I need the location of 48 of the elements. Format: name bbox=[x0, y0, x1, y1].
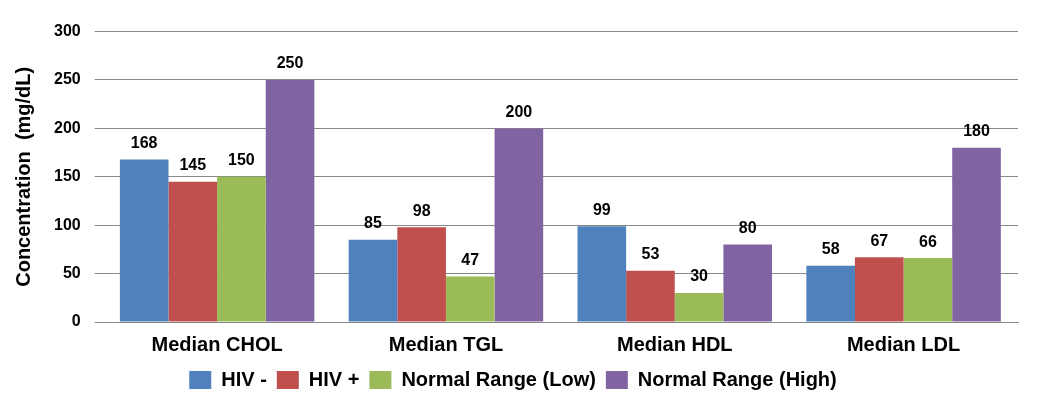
y-tick-label: 0 bbox=[71, 312, 81, 330]
x-tick-label: Median LDL bbox=[846, 332, 961, 355]
legend-label: Normal Range (Low) bbox=[401, 367, 596, 390]
data-label: 250 bbox=[276, 54, 304, 72]
legend-label: HIV + bbox=[308, 367, 360, 390]
bar bbox=[168, 181, 218, 322]
x-tick-label: Median TGL bbox=[388, 332, 504, 355]
bar bbox=[445, 276, 495, 322]
data-label: 145 bbox=[179, 156, 207, 174]
data-label: 47 bbox=[461, 250, 480, 268]
y-tick-label: 250 bbox=[53, 70, 81, 88]
bar bbox=[806, 265, 855, 322]
x-tick-label: Median CHOL bbox=[151, 332, 283, 355]
y-tick-label: 100 bbox=[53, 215, 81, 233]
data-label: 99 bbox=[592, 200, 611, 218]
data-label: 180 bbox=[963, 122, 990, 140]
data-label: 98 bbox=[412, 201, 431, 219]
data-label: 58 bbox=[821, 240, 840, 258]
data-label: 85 bbox=[364, 214, 382, 232]
bar bbox=[217, 176, 266, 322]
bar bbox=[494, 128, 544, 322]
bar bbox=[674, 292, 724, 322]
data-label: 80 bbox=[738, 218, 757, 236]
bar bbox=[577, 226, 627, 322]
y-tick-label: 300 bbox=[53, 22, 81, 40]
data-label: 150 bbox=[228, 151, 255, 169]
bar bbox=[397, 227, 446, 322]
data-label: 67 bbox=[870, 231, 889, 249]
bar bbox=[723, 244, 773, 322]
data-label: 53 bbox=[641, 245, 660, 263]
y-axis-title: Concentration (mg/dL) bbox=[11, 66, 34, 287]
data-label: 168 bbox=[130, 133, 158, 151]
bar bbox=[626, 270, 675, 322]
bar bbox=[903, 258, 953, 322]
bar bbox=[348, 239, 398, 322]
data-label: 200 bbox=[505, 102, 533, 120]
y-tick-label: 50 bbox=[62, 264, 81, 282]
bar bbox=[952, 147, 1001, 322]
legend-label: Normal Range (High) bbox=[637, 367, 837, 390]
data-label: 66 bbox=[919, 232, 937, 250]
x-tick-label: Median HDL bbox=[616, 332, 733, 355]
y-tick-label: 200 bbox=[53, 118, 81, 136]
bar bbox=[265, 80, 315, 322]
legend-label: HIV - bbox=[221, 367, 267, 390]
data-label: 30 bbox=[690, 267, 709, 285]
y-tick-label: 150 bbox=[53, 167, 81, 185]
bar bbox=[854, 257, 904, 322]
bar bbox=[119, 159, 169, 322]
